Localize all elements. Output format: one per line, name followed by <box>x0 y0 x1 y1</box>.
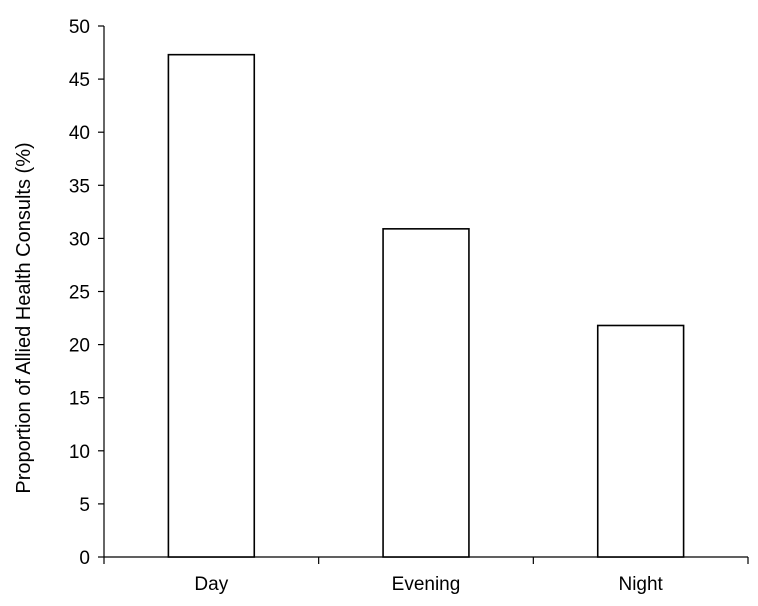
bar-day <box>167 53 256 558</box>
y-tick-label: 15 <box>69 389 90 410</box>
x-tick-label: Night <box>618 574 663 595</box>
x-tick-label: Day <box>194 574 228 595</box>
y-tick-label: 20 <box>69 336 90 357</box>
y-tick-label: 40 <box>69 123 90 144</box>
bar-night <box>596 324 685 558</box>
x-axis: Day Evening Night <box>103 556 749 595</box>
y-tick-label: 30 <box>69 229 90 250</box>
y-axis-title: Proportion of Allied Health Consults (%) <box>13 142 35 493</box>
y-tick-label: 50 <box>69 17 90 38</box>
bars <box>167 53 685 558</box>
y-tick-label: 45 <box>69 70 90 91</box>
y-axis: 0 5 10 15 20 25 30 35 40 45 50 <box>69 17 105 569</box>
y-tick-label: 10 <box>69 442 90 463</box>
y-tick-label: 5 <box>79 495 90 516</box>
bar-evening <box>382 228 470 558</box>
x-tick-label: Evening <box>392 574 461 595</box>
y-tick-label: 25 <box>69 283 90 304</box>
y-tick-label: 35 <box>69 176 90 197</box>
y-tick-label: 0 <box>79 548 90 569</box>
